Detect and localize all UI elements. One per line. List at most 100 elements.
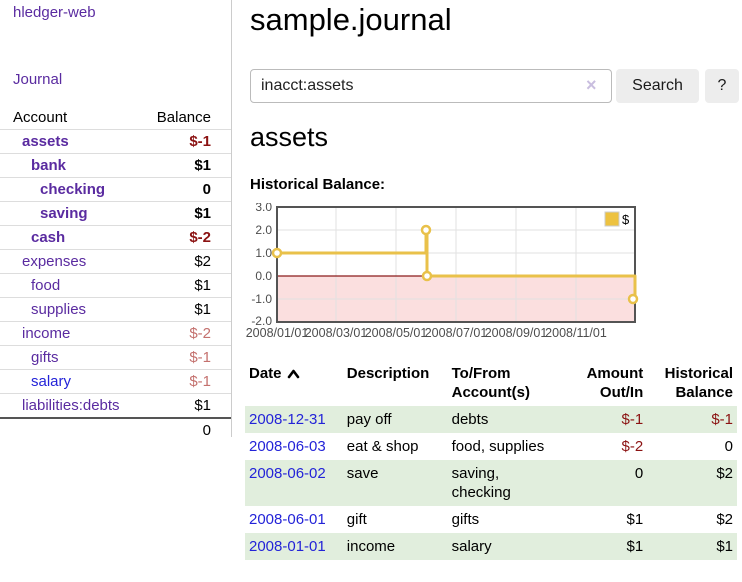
register-header-date[interactable]: Date bbox=[245, 360, 343, 406]
account-row: income $-2 bbox=[0, 321, 231, 346]
account-balance: $1 bbox=[133, 201, 231, 226]
register-header-row: Date Description To/From Account(s) Amou… bbox=[245, 360, 737, 406]
account-balance: $1 bbox=[133, 393, 231, 419]
accounts-total-value: 0 bbox=[133, 417, 231, 442]
account-balance: $-2 bbox=[133, 321, 231, 346]
transaction-amount: $1 bbox=[626, 511, 644, 528]
sidebar: hledger-web Journal Account Balance asse… bbox=[0, 0, 232, 442]
register-header-amount: Amount Out/In bbox=[586, 365, 644, 401]
svg-text:1.0: 1.0 bbox=[255, 246, 272, 260]
transaction-date-link[interactable]: 2008-06-03 bbox=[249, 438, 326, 455]
account-balance: $1 bbox=[133, 297, 231, 322]
account-link-salary[interactable]: salary bbox=[31, 373, 72, 390]
search-form: × Search ? bbox=[250, 69, 742, 103]
svg-text:2008/05/01: 2008/05/01 bbox=[365, 326, 428, 340]
register-row: 2008-06-01 gift gifts $1 $2 bbox=[245, 506, 737, 533]
transaction-description: eat & shop bbox=[346, 438, 419, 455]
x-axis-labels: 2008/01/01 2008/03/01 2008/05/01 2008/07… bbox=[246, 326, 607, 340]
transaction-description: income bbox=[346, 538, 396, 555]
x-gridlines bbox=[335, 207, 577, 322]
account-row: food $1 bbox=[0, 273, 231, 298]
account-row: liabilities:debts $1 bbox=[0, 393, 231, 419]
register-row: 2008-01-01 income salary $1 $1 bbox=[245, 533, 737, 560]
account-link-income[interactable]: income bbox=[22, 325, 71, 342]
svg-text:-2.0: -2.0 bbox=[251, 314, 272, 328]
account-link-assets[interactable]: assets bbox=[22, 133, 69, 150]
account-link-food[interactable]: food bbox=[31, 277, 61, 294]
transaction-accounts: debts bbox=[451, 411, 489, 428]
chart-title: Historical Balance: bbox=[250, 176, 386, 193]
svg-text:-1.0: -1.0 bbox=[251, 292, 272, 306]
account-balance: $2 bbox=[133, 249, 231, 274]
search-input[interactable] bbox=[250, 69, 612, 103]
accounts-table: Account Balance assets $-1 bank $1 check… bbox=[0, 106, 231, 442]
transaction-balance: $2 bbox=[716, 465, 733, 482]
account-link-expenses[interactable]: expenses bbox=[22, 253, 87, 270]
account-balance: 0 bbox=[133, 177, 231, 202]
register-header-balance: Historical Balance bbox=[664, 365, 733, 401]
search-button[interactable]: Search bbox=[616, 69, 699, 103]
transaction-date-link[interactable]: 2008-06-01 bbox=[249, 511, 326, 528]
app-title-link[interactable]: hledger-web bbox=[13, 4, 96, 21]
account-row: checking 0 bbox=[0, 177, 231, 202]
transaction-amount: $-1 bbox=[621, 411, 644, 428]
legend-swatch bbox=[604, 211, 620, 227]
account-row: expenses $2 bbox=[0, 249, 231, 274]
account-link-gifts[interactable]: gifts bbox=[31, 349, 59, 366]
help-button[interactable]: ? bbox=[705, 69, 739, 103]
register-row: 2008-06-02 save saving, checking 0 $2 bbox=[245, 460, 737, 506]
account-link-cash[interactable]: cash bbox=[31, 229, 66, 246]
account-row: gifts $-1 bbox=[0, 345, 231, 370]
transaction-balance: $2 bbox=[716, 511, 733, 528]
page-title: sample.journal bbox=[250, 2, 452, 37]
clear-search-icon[interactable]: × bbox=[586, 75, 597, 95]
y-axis-labels: 3.0 2.0 1.0 0.0 -1.0 -2.0 bbox=[251, 203, 272, 328]
accounts-header-balance: Balance bbox=[133, 106, 231, 130]
register-header-description: Description bbox=[346, 365, 430, 382]
account-heading: assets bbox=[250, 122, 329, 152]
account-link-checking[interactable]: checking bbox=[40, 181, 106, 198]
account-row: bank $1 bbox=[0, 153, 231, 178]
svg-text:2.0: 2.0 bbox=[255, 223, 272, 237]
transaction-accounts: food, supplies bbox=[451, 438, 545, 455]
account-link-saving[interactable]: saving bbox=[40, 205, 88, 222]
register-header-accounts: To/From Account(s) bbox=[451, 365, 530, 401]
svg-text:2008/01/01: 2008/01/01 bbox=[246, 326, 309, 340]
transaction-description: gift bbox=[346, 511, 367, 528]
transaction-amount: 0 bbox=[634, 465, 644, 482]
svg-text:2008/11/01: 2008/11/01 bbox=[545, 326, 607, 340]
date-header-label: Date bbox=[249, 365, 282, 382]
transaction-description: pay off bbox=[346, 411, 392, 428]
svg-text:0.0: 0.0 bbox=[255, 269, 272, 283]
transaction-amount: $-2 bbox=[621, 438, 644, 455]
account-row: salary $-1 bbox=[0, 369, 231, 394]
account-row: saving $1 bbox=[0, 201, 231, 226]
account-balance: $-1 bbox=[133, 345, 231, 370]
accounts-header-account: Account bbox=[0, 106, 134, 130]
register-row: 2008-12-31 pay off debts $-1 $-1 bbox=[245, 406, 737, 433]
transaction-date-link[interactable]: 2008-01-01 bbox=[249, 538, 326, 555]
account-balance: $1 bbox=[133, 273, 231, 298]
account-balance: $-1 bbox=[133, 129, 231, 154]
main-content: sample.journal × Search ? assets Histori… bbox=[245, 0, 742, 582]
transaction-accounts: salary bbox=[451, 538, 492, 555]
svg-text:2008/09/01: 2008/09/01 bbox=[485, 326, 548, 340]
account-balance: $-2 bbox=[133, 225, 231, 250]
account-link-supplies[interactable]: supplies bbox=[31, 301, 87, 318]
transaction-accounts: gifts bbox=[451, 511, 480, 528]
account-balance: $-1 bbox=[133, 369, 231, 394]
register-table: Date Description To/From Account(s) Amou… bbox=[245, 360, 737, 560]
account-row: cash $-2 bbox=[0, 225, 231, 250]
sort-ascending-icon bbox=[287, 369, 299, 379]
transaction-balance: $1 bbox=[716, 538, 733, 555]
account-link-bank[interactable]: bank bbox=[31, 157, 67, 174]
sidebar-item-journal[interactable]: Journal bbox=[13, 71, 63, 88]
legend-label: $ bbox=[622, 212, 630, 227]
transaction-date-link[interactable]: 2008-12-31 bbox=[249, 411, 326, 428]
transaction-date-link[interactable]: 2008-06-02 bbox=[249, 465, 326, 482]
transaction-accounts: saving, checking bbox=[451, 465, 511, 501]
account-row: supplies $1 bbox=[0, 297, 231, 322]
account-link-liabilities-debts[interactable]: liabilities:debts bbox=[22, 397, 120, 414]
chart-legend: $ bbox=[604, 211, 630, 227]
